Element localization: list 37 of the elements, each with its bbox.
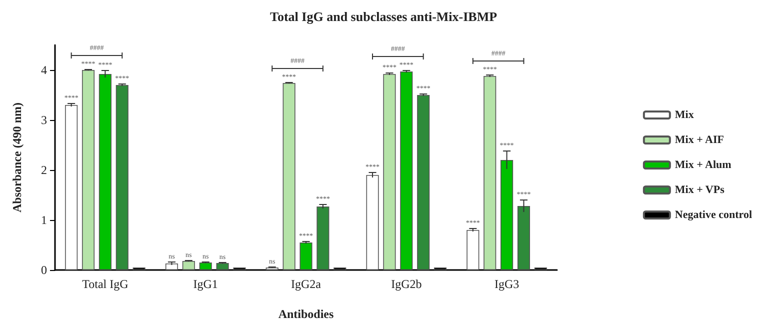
bar	[282, 83, 296, 270]
chart-title: Total IgG and subclasses anti-Mix-IBMP	[270, 9, 498, 24]
bar	[65, 105, 78, 270]
bar	[466, 230, 480, 270]
y-tick-label: 3	[41, 113, 47, 127]
bar	[98, 74, 112, 270]
y-axis-title: Absorbance (490 nm)	[10, 102, 24, 212]
y-tick-label: 4	[41, 63, 47, 77]
x-tick-label: IgG2a	[291, 277, 322, 291]
legend-label: Mix + VPs	[674, 184, 726, 196]
legend-label: Mix	[674, 109, 694, 121]
bar	[400, 72, 413, 270]
bar	[82, 70, 95, 270]
x-tick-label: Total IgG	[82, 277, 129, 291]
legend-label: Negative control	[674, 209, 752, 221]
bar	[500, 160, 514, 270]
x-tick-label: IgG2b	[391, 277, 422, 291]
bar	[165, 264, 178, 270]
bar	[484, 76, 496, 270]
y-tick-label: 1	[41, 213, 47, 227]
x-tick-label: IgG3	[494, 277, 520, 291]
x-tick-label: IgG1	[193, 277, 218, 291]
bar	[300, 242, 312, 270]
bar	[116, 85, 128, 270]
bar	[182, 261, 195, 270]
bar	[517, 206, 530, 270]
bar	[417, 95, 430, 270]
bar	[199, 262, 212, 270]
legend-label: Mix + Alum	[674, 159, 732, 171]
legend-label: Mix + AIF	[674, 134, 724, 146]
y-tick-label: 2	[41, 163, 47, 177]
x-axis-title: Antibodies	[278, 307, 334, 321]
bar	[316, 206, 330, 270]
bar	[366, 175, 379, 270]
bar	[216, 263, 229, 270]
bar	[383, 74, 396, 270]
y-tick-label: 0	[41, 263, 47, 277]
